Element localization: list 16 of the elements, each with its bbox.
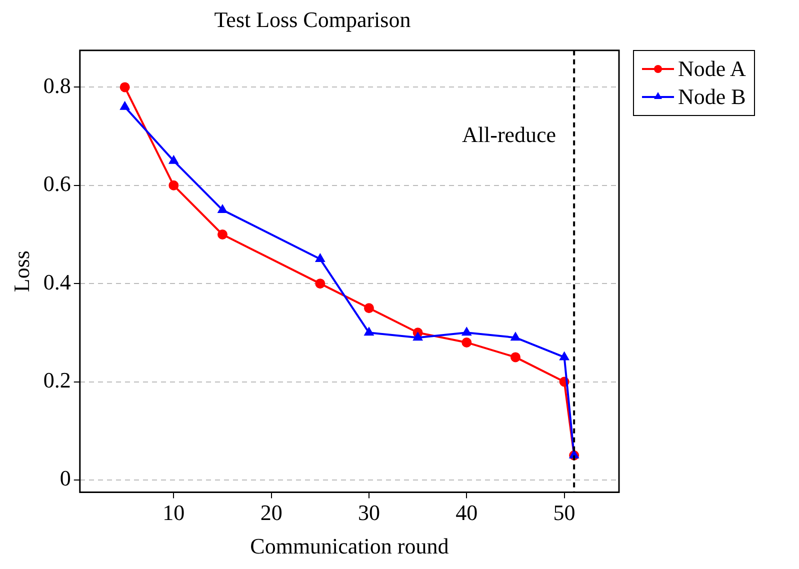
- y-axis-title: Loss: [8, 250, 34, 292]
- x-tick-label: 40: [456, 500, 478, 526]
- legend-label: Node A: [678, 55, 746, 84]
- ref-line-label: All-reduce: [462, 122, 556, 148]
- x-tick-label: 50: [553, 500, 576, 526]
- chart-title: Test Loss Comparison: [214, 6, 411, 32]
- y-tick-label: 0.2: [43, 368, 71, 393]
- x-axis-title: Communication round: [250, 534, 449, 559]
- y-tick-label: 0.8: [43, 73, 71, 98]
- x-tick-label: 10: [162, 500, 185, 526]
- y-tick-label: 0.6: [43, 171, 71, 196]
- x-tick-label: 30: [358, 500, 380, 526]
- y-tick-label: 0: [60, 466, 71, 491]
- legend-label: Node B: [678, 83, 746, 112]
- x-tick-label: 20: [260, 500, 282, 526]
- y-tick-label: 0.4: [43, 269, 71, 294]
